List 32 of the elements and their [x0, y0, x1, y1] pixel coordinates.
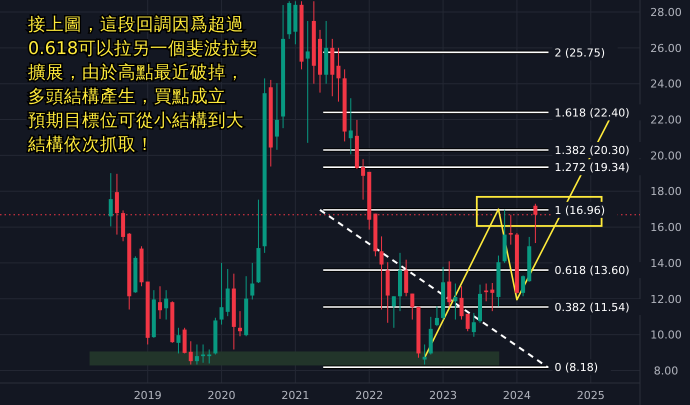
- x-tick-label: 2022: [355, 389, 384, 402]
- y-tick-label: 22.00: [650, 114, 682, 127]
- x-tick-label: 2021: [281, 389, 310, 402]
- x-tick-label: 2024: [502, 389, 531, 402]
- y-tick-label: 10.00: [650, 328, 682, 342]
- ref-line-label: 0.382 (11.54): [554, 301, 630, 314]
- ref-line-label: 1 (16.96): [554, 204, 606, 217]
- ref-line-label: 0.618 (13.60): [554, 264, 630, 278]
- ref-line-label: 1.618 (22.40): [554, 106, 630, 120]
- x-tick-label: 2025: [576, 389, 605, 402]
- annotation: 接上圖，這段回調因爲超過: [28, 14, 244, 35]
- y-tick-label: 16.00: [650, 221, 682, 234]
- annotation: 0.618可以拉另一個斐波拉契: [28, 39, 258, 59]
- x-tick-label: 2023: [429, 389, 458, 402]
- annotation: 預期目標位可從小結構到大: [28, 111, 244, 131]
- x-tick-label: 2020: [208, 389, 236, 402]
- ref-line-label: 0 (8.18): [554, 361, 598, 374]
- ref-line-label: 2 (25.75): [554, 46, 606, 60]
- y-tick-label: 20.00: [650, 149, 682, 162]
- y-tick-label: 28.00: [650, 6, 682, 20]
- y-tick-label: 24.00: [650, 78, 682, 91]
- y-tick-label: 12.00: [650, 292, 682, 306]
- ref-line-label: 1.382 (20.30): [554, 144, 630, 158]
- y-tick-label: 8.00: [654, 364, 678, 378]
- annotation: 擴展，由於高點最近破掉，: [28, 62, 244, 83]
- y-tick-label: 18.00: [650, 185, 682, 198]
- y-tick-label: 26.00: [650, 42, 682, 55]
- annotation: 結構依次抓取！: [27, 135, 154, 155]
- x-tick-label: 2019: [134, 389, 162, 402]
- annotation: 多頭結構產生，買點成立: [28, 86, 226, 107]
- ref-line-label: 1.272 (19.34): [554, 161, 630, 174]
- y-tick-label: 14.00: [650, 256, 682, 270]
